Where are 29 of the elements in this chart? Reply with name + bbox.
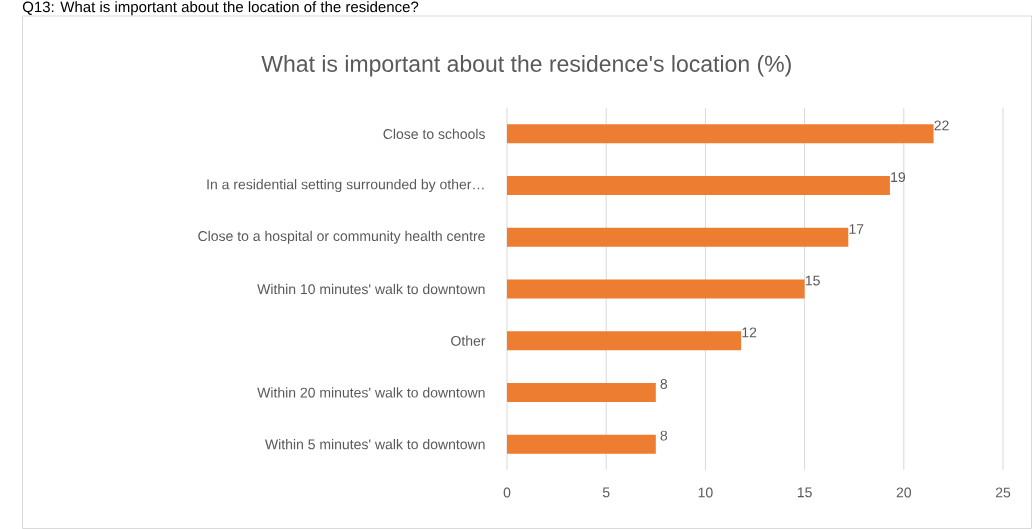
text: Q13: What is important about the location of the residence? (22, 1, 419, 16)
data-label: 19 (891, 172, 906, 183)
bar (507, 331, 742, 351)
data-label: 12 (742, 327, 757, 338)
data-label: 17 (849, 224, 864, 234)
y-tick-label: Close to schools (383, 128, 485, 139)
bar (507, 176, 890, 196)
bar (507, 227, 849, 247)
x-tick-label: 15 (797, 487, 812, 498)
data-label: 22 (934, 120, 949, 131)
x-tick-label: 0 (503, 487, 511, 498)
chart-title: What is important about the residence's location (%) (261, 55, 791, 77)
y-tick-label: Within 5 minutes' walk to downtown (265, 439, 485, 450)
bar (507, 279, 805, 299)
y-tick-label: Other (451, 335, 486, 346)
y-tick-label: Within 10 minutes' walk to downtown (257, 283, 485, 295)
x-tick-label: 10 (698, 487, 713, 498)
bar (507, 382, 656, 402)
data-label: 15 (805, 275, 820, 286)
x-tick-label: 20 (896, 487, 912, 498)
data-label: 8 (660, 430, 668, 441)
data-label: 8 (660, 378, 668, 389)
y-tick-label: Within 20 minutes' walk to downtown (257, 387, 485, 398)
x-tick-label: 25 (995, 487, 1011, 498)
y-tick-label: In a residential setting surrounded by other… (207, 179, 484, 193)
x-tick-label: 5 (602, 487, 610, 498)
bar (507, 434, 656, 454)
y-tick-label: Close to a hospital or community health centre (198, 230, 485, 244)
bar (507, 124, 934, 144)
